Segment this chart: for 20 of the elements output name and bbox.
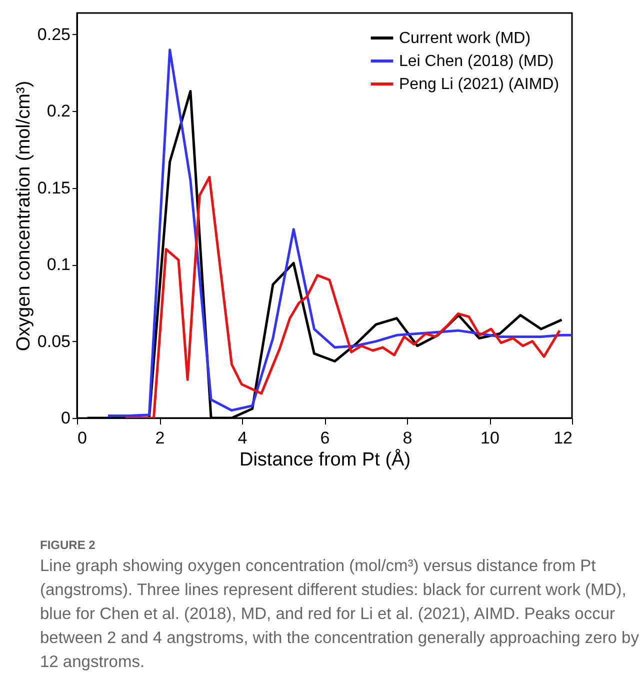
legend-label: Peng Li (2021) (AIMD)	[399, 76, 560, 93]
y-tick-label: 0.25	[37, 24, 70, 44]
x-tick-label: 2	[155, 428, 165, 448]
x-tick-label: 6	[320, 428, 330, 448]
x-axis-title: Distance from Pt (Å)	[239, 448, 411, 470]
x-tick-label: 4	[238, 428, 248, 448]
y-tick-label: 0.15	[37, 178, 70, 198]
x-tick-label: 12	[554, 428, 572, 448]
legend-label: Lei Chen (2018) (MD)	[399, 53, 554, 70]
x-tick-label: 0	[78, 428, 87, 448]
x-tick-label: 8	[402, 428, 412, 448]
y-tick-label: 0	[61, 408, 70, 428]
caption: FIGURE 2	[40, 538, 96, 552]
legend-label: Current work (MD)	[399, 30, 531, 47]
y-tick-label: 0.1	[46, 255, 70, 274]
y-tick-label: 0.05	[37, 332, 70, 351]
y-axis-title: Oxygen concentration (mol/cm³)	[13, 80, 34, 352]
y-tick-label: 0.2	[46, 102, 70, 121]
x-tick-label: 10	[480, 428, 500, 448]
text: Line graph showing oxygen concentration (mol/cm³) versus distance from Pt (angstroms). Three lines represent different studies: black for current work (MD), blue for Chen et al. (2018), MD, and red for Li et al. (2021), AIMD. Peaks occur between 2 and 4 angstroms, with the concentration generally approaching zero by 12 angstroms.	[40, 556, 640, 673]
